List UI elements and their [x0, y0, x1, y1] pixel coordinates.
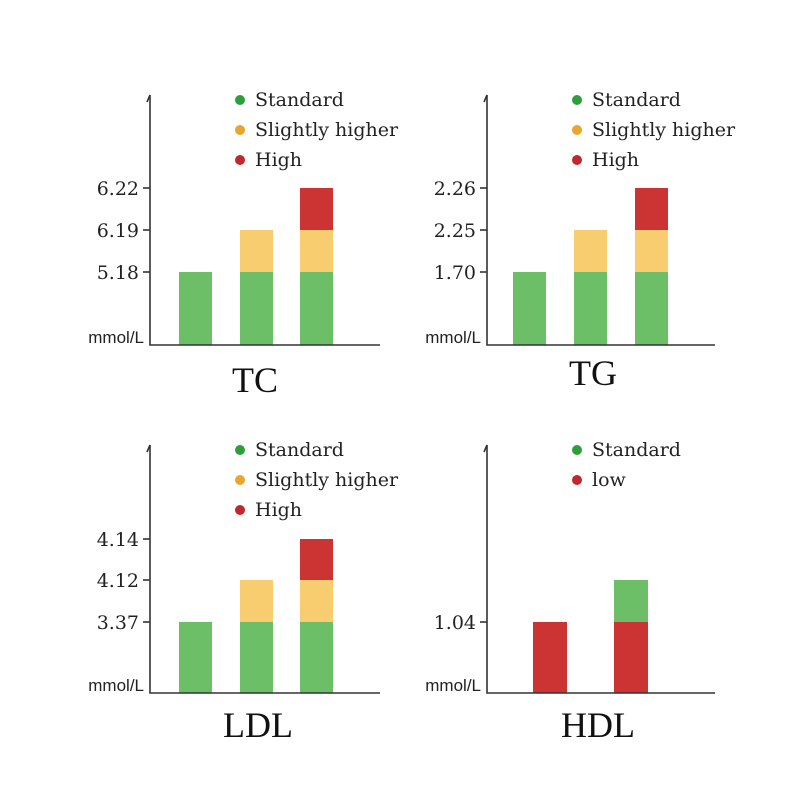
bar-2-segment-standard: [240, 622, 273, 693]
legend-dot-standard: [235, 445, 245, 455]
chart-title: HDL: [561, 705, 635, 745]
legend-label-high: High: [592, 149, 639, 171]
legend-label-standard: Standard: [592, 89, 681, 111]
bar-1-segment-standard: [513, 272, 546, 345]
legend-dot-high: [235, 155, 245, 165]
legend-dot-standard: [572, 95, 582, 105]
chart-title: TC: [232, 360, 278, 400]
y-tick-label: 1.04: [434, 612, 476, 634]
y-tick-label: 5.18: [97, 262, 139, 284]
legend-label-low: low: [592, 469, 627, 491]
y-tick-label: 4.12: [97, 570, 139, 592]
y-axis-arrow: [146, 94, 151, 103]
bar-3-segment-high: [300, 539, 333, 580]
bar-3-segment-standard: [300, 622, 333, 693]
legend-label-standard: Standard: [592, 439, 681, 461]
y-tick-label: 6.22: [97, 178, 139, 200]
legend-dot-slightly-higher: [572, 125, 582, 135]
y-tick-label: 1.70: [434, 262, 476, 284]
bar-3-segment-high: [300, 188, 333, 230]
legend-dot-slightly-higher: [235, 475, 245, 485]
bar-1-segment-standard: [179, 272, 212, 345]
chart-title: TG: [569, 353, 617, 393]
legend-dot-standard: [235, 95, 245, 105]
axis-lines: [149, 445, 380, 694]
bar-3-segment-standard: [300, 272, 333, 345]
legend-dot-low: [572, 475, 582, 485]
legend-dot-slightly-higher: [235, 125, 245, 135]
bar-1-segment-low: [533, 622, 567, 693]
unit-label: mmol/L: [425, 676, 481, 695]
y-tick-label: 6.19: [97, 220, 139, 242]
axis-lines: [486, 95, 715, 346]
y-tick-label: 2.25: [434, 220, 476, 242]
chart-hdl: 1.04 mmol/L Standard low HDL: [425, 439, 715, 745]
y-axis-arrow: [483, 444, 488, 453]
bar-1-segment-standard: [179, 622, 212, 693]
legend-dot-high: [572, 155, 582, 165]
bar-3-segment-standard: [635, 272, 668, 345]
chart-ldl: 3.37 4.12 4.14 mmol/L Standard Slightly highe…: [88, 439, 399, 745]
bar-2-segment-slightly-higher: [240, 580, 273, 622]
legend-label-high: High: [255, 149, 302, 171]
legend-label-slightly-higher: Slightly higher: [255, 469, 399, 491]
bar-3-segment-slightly-higher: [300, 580, 333, 622]
y-axis-arrow: [483, 94, 488, 103]
y-tick-label: 4.14: [97, 529, 139, 551]
bar-3-segment-slightly-higher: [635, 230, 668, 272]
unit-label: mmol/L: [88, 328, 144, 347]
legend-label-high: High: [255, 499, 302, 521]
y-axis-arrow: [146, 444, 151, 453]
legend-label-slightly-higher: Slightly higher: [592, 119, 736, 141]
y-tick-label: 3.37: [97, 612, 139, 634]
unit-label: mmol/L: [425, 328, 481, 347]
chart-tc: 5.18 6.19 6.22 mmol/L Standard Slightly highe…: [88, 89, 399, 400]
bar-3-segment-high: [635, 188, 668, 230]
bar-2-segment-slightly-higher: [574, 230, 607, 272]
bar-2-segment-standard: [574, 272, 607, 345]
legend-label-standard: Standard: [255, 89, 344, 111]
axis-lines: [149, 95, 380, 346]
chart-title: LDL: [223, 705, 293, 745]
unit-label: mmol/L: [88, 676, 144, 695]
bar-2-segment-low: [614, 622, 648, 693]
bar-2-segment-slightly-higher: [240, 230, 273, 272]
bar-2-segment-standard: [614, 580, 648, 622]
bar-3-segment-slightly-higher: [300, 230, 333, 272]
legend-dot-standard: [572, 445, 582, 455]
bar-2-segment-standard: [240, 272, 273, 345]
legend-label-standard: Standard: [255, 439, 344, 461]
axis-lines: [486, 445, 715, 694]
legend-dot-high: [235, 505, 245, 515]
chart-tg: 1.70 2.25 2.26 mmol/L Standard Slightly highe…: [425, 89, 736, 393]
legend-label-slightly-higher: Slightly higher: [255, 119, 399, 141]
y-tick-label: 2.26: [434, 178, 476, 200]
